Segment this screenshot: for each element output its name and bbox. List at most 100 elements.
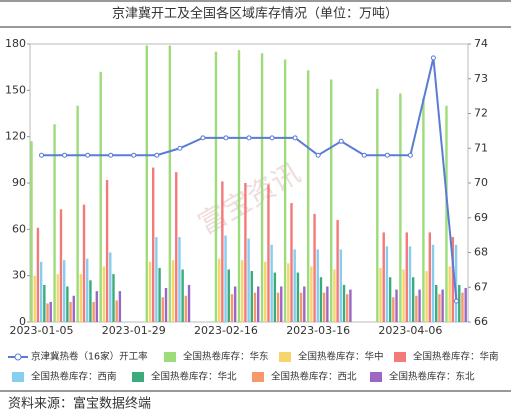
- bar: [451, 237, 455, 322]
- line-marker: [85, 152, 91, 158]
- line-marker: [131, 152, 137, 158]
- y-tick-label: 180: [5, 37, 26, 50]
- bar: [464, 288, 467, 322]
- bar: [418, 289, 421, 322]
- bar: [224, 235, 227, 322]
- line-marker: [39, 152, 45, 158]
- bar: [395, 289, 398, 322]
- bar: [115, 300, 118, 322]
- line-marker: [177, 145, 183, 151]
- x-tick-label: 2023-02-16: [194, 324, 258, 337]
- bar: [428, 232, 432, 322]
- bar: [118, 291, 122, 322]
- legend-label: 全国热卷库存：华中: [298, 351, 384, 363]
- bar: [438, 294, 441, 322]
- legend-label: 全国热卷库存：西南: [31, 371, 117, 383]
- line-marker: [108, 152, 114, 158]
- bar: [148, 261, 152, 322]
- bar: [290, 203, 293, 322]
- bar: [62, 260, 66, 322]
- bar: [273, 272, 277, 322]
- y-tick-label: 30: [12, 269, 26, 282]
- bar: [145, 45, 148, 323]
- bar: [214, 51, 218, 322]
- bar: [36, 227, 40, 322]
- legend-swatch: [394, 352, 406, 362]
- watermark: 富宝资讯: [192, 156, 306, 241]
- bar: [112, 274, 115, 322]
- bar: [299, 292, 303, 322]
- line-marker: [200, 135, 206, 141]
- bar: [445, 105, 448, 323]
- x-tick-label: 2023-01-29: [102, 324, 166, 337]
- bar: [287, 263, 290, 322]
- bar: [43, 284, 46, 322]
- bar: [326, 286, 329, 322]
- legend-label: 全国热卷库存：东北: [389, 371, 475, 383]
- y-tick-label: 150: [5, 83, 26, 96]
- bar: [155, 237, 158, 322]
- y2-tick-label: 71: [474, 141, 488, 154]
- bar: [379, 267, 382, 322]
- bar: [49, 301, 52, 322]
- bar: [382, 232, 385, 322]
- legend-swatch: [279, 352, 291, 362]
- y2-tick-label: 70: [474, 176, 488, 189]
- bar: [151, 167, 155, 322]
- bar: [342, 284, 346, 322]
- y2-tick-label: 72: [474, 107, 488, 120]
- y-tick-label: 90: [12, 176, 26, 189]
- y-tick-label: 60: [12, 222, 26, 235]
- bar: [260, 53, 264, 323]
- bar: [454, 244, 458, 322]
- bar: [415, 295, 418, 322]
- y2-tick-label: 69: [474, 211, 488, 224]
- bar: [336, 220, 339, 322]
- bar: [319, 277, 323, 322]
- bar: [95, 291, 99, 322]
- legend-label: 全国热卷库存：华东: [183, 351, 269, 363]
- bar: [385, 246, 389, 322]
- bar: [178, 237, 181, 322]
- bar: [458, 284, 461, 322]
- bar: [227, 269, 230, 322]
- y2-tick-label: 68: [474, 246, 488, 259]
- bar: [33, 275, 36, 322]
- bar: [293, 249, 296, 322]
- line-marker: [430, 55, 436, 61]
- bar: [217, 258, 221, 322]
- bar: [39, 261, 43, 322]
- bar: [346, 294, 349, 322]
- y-tick-label: 0: [19, 315, 26, 328]
- bar: [184, 295, 188, 322]
- bar: [86, 258, 89, 322]
- bar: [399, 93, 402, 322]
- legend-swatch: [132, 372, 144, 382]
- y2-tick-label: 66: [474, 315, 488, 328]
- x-tick-label: 2023-03-16: [286, 324, 350, 337]
- bar: [405, 232, 408, 322]
- bar: [221, 181, 224, 322]
- bar: [102, 266, 106, 322]
- bar: [53, 124, 56, 322]
- bar: [392, 297, 395, 322]
- bar: [82, 204, 86, 322]
- bar: [306, 70, 310, 322]
- bar: [422, 98, 425, 322]
- line-marker: [154, 152, 160, 158]
- bar: [330, 79, 333, 323]
- bar: [313, 213, 316, 322]
- bar: [349, 289, 352, 322]
- bar: [76, 105, 79, 323]
- y2-tick-label: 73: [474, 72, 488, 85]
- line-marker: [292, 135, 298, 141]
- bar: [253, 292, 257, 322]
- bar: [105, 179, 109, 322]
- bar: [168, 45, 172, 323]
- bar: [441, 289, 444, 322]
- bar: [316, 249, 319, 322]
- line-marker: [338, 138, 344, 144]
- line-marker: [269, 135, 275, 141]
- legend-label: 全国热卷库存：西北: [271, 371, 357, 383]
